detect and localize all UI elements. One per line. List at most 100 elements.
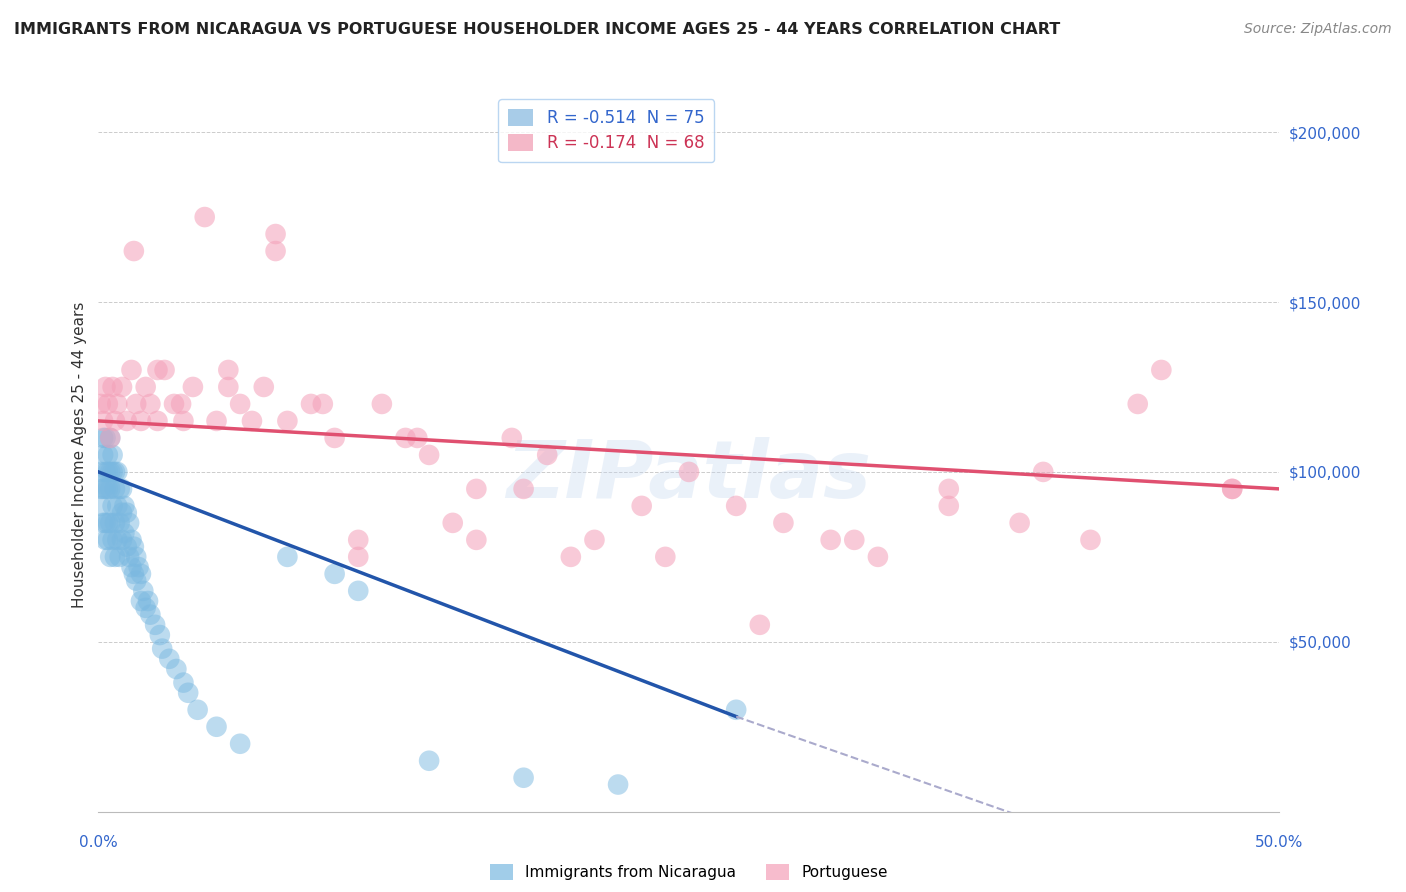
Point (512, 771, 534, 785)
Point (98, 482, 121, 496)
Point (560, 549, 582, 564)
Point (1220, 482, 1243, 496)
Point (406, 431, 429, 445)
Point (135, 600, 157, 615)
Point (101, 380, 124, 394)
Point (312, 397, 335, 411)
Point (170, 397, 193, 411)
Point (111, 380, 134, 394)
Point (276, 549, 298, 564)
Point (91, 448, 114, 462)
Point (157, 652, 180, 666)
Point (125, 397, 148, 411)
Point (122, 566, 145, 581)
Point (94, 431, 117, 445)
Point (844, 533, 866, 547)
Point (143, 617, 166, 632)
Point (118, 549, 141, 564)
Point (90, 465, 112, 479)
Text: 0.0%: 0.0% (79, 836, 118, 850)
Point (98, 431, 121, 445)
Point (150, 641, 173, 656)
Point (111, 482, 134, 496)
Point (129, 566, 152, 581)
Point (104, 516, 127, 530)
Point (91, 414, 114, 428)
Point (132, 583, 155, 598)
Point (347, 549, 370, 564)
Point (98, 465, 121, 479)
Point (165, 662, 187, 676)
Point (264, 227, 287, 241)
Point (217, 380, 239, 394)
Point (105, 397, 128, 411)
Point (1126, 397, 1149, 411)
Point (91, 482, 114, 496)
Point (149, 628, 172, 642)
Point (253, 380, 276, 394)
Point (135, 380, 157, 394)
Point (654, 549, 676, 564)
Point (98, 431, 121, 445)
Point (121, 533, 143, 547)
Point (105, 465, 128, 479)
Text: ZIPatlas: ZIPatlas (506, 437, 872, 516)
Point (115, 506, 138, 520)
Point (90, 397, 112, 411)
Point (104, 465, 127, 479)
Point (748, 617, 770, 632)
Point (820, 533, 842, 547)
Point (229, 737, 252, 751)
Point (177, 686, 200, 700)
Point (97, 448, 120, 462)
Point (104, 482, 127, 496)
Point (90, 482, 112, 496)
Point (938, 482, 960, 496)
Point (347, 533, 370, 547)
Point (146, 363, 169, 377)
Point (1220, 482, 1243, 496)
Point (101, 465, 124, 479)
Point (122, 244, 145, 258)
Point (125, 574, 148, 588)
Point (607, 778, 630, 792)
Y-axis label: Householder Income Ages 25 - 44 years: Householder Income Ages 25 - 44 years (72, 301, 87, 608)
Point (323, 566, 346, 581)
Text: Source: ZipAtlas.com: Source: ZipAtlas.com (1244, 22, 1392, 37)
Point (97, 465, 120, 479)
Point (128, 560, 150, 574)
Legend: R = -0.514  N = 75, R = -0.174  N = 68: R = -0.514 N = 75, R = -0.174 N = 68 (498, 99, 714, 162)
Point (187, 703, 209, 717)
Point (139, 607, 162, 622)
Point (111, 533, 134, 547)
Point (394, 431, 416, 445)
Point (1032, 465, 1054, 479)
Point (441, 516, 464, 530)
Point (276, 414, 298, 428)
Point (299, 397, 322, 411)
Point (108, 516, 131, 530)
Point (146, 414, 169, 428)
Point (172, 675, 194, 690)
Point (129, 414, 152, 428)
Point (205, 414, 228, 428)
Point (101, 448, 124, 462)
Point (129, 594, 152, 608)
Point (91, 431, 114, 445)
Point (1008, 516, 1031, 530)
Point (323, 431, 346, 445)
Point (536, 448, 558, 462)
Point (101, 533, 124, 547)
Point (94, 380, 117, 394)
Point (205, 720, 228, 734)
Point (98, 516, 121, 530)
Point (938, 499, 960, 513)
Point (1080, 533, 1102, 547)
Point (418, 448, 440, 462)
Point (97, 482, 120, 496)
Point (217, 363, 239, 377)
Point (94, 465, 117, 479)
Point (725, 499, 748, 513)
Point (163, 397, 186, 411)
Point (725, 703, 748, 717)
